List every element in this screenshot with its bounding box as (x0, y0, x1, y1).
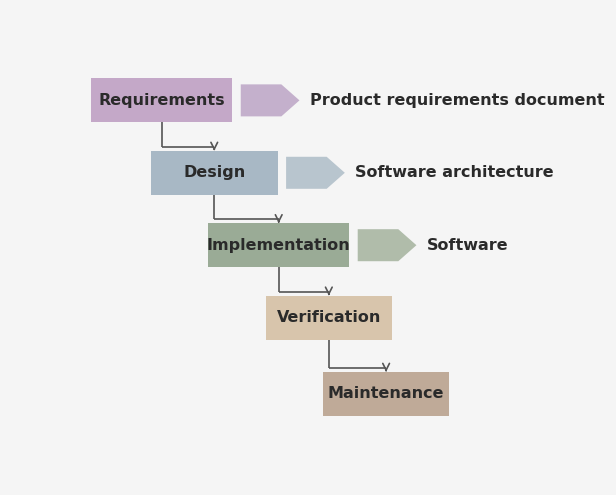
Polygon shape (358, 229, 416, 261)
Text: Maintenance: Maintenance (328, 387, 444, 401)
Text: Product requirements document: Product requirements document (310, 93, 604, 108)
Text: Verification: Verification (277, 310, 381, 325)
Text: Software: Software (427, 238, 509, 253)
Text: Software architecture: Software architecture (355, 165, 554, 180)
Text: Requirements: Requirements (99, 93, 225, 108)
Text: Design: Design (183, 165, 245, 180)
FancyBboxPatch shape (265, 296, 392, 340)
FancyBboxPatch shape (91, 78, 232, 122)
FancyBboxPatch shape (323, 372, 450, 416)
Polygon shape (286, 157, 345, 189)
Text: Implementation: Implementation (207, 238, 351, 253)
Polygon shape (241, 84, 299, 116)
FancyBboxPatch shape (151, 151, 278, 195)
FancyBboxPatch shape (208, 223, 349, 267)
